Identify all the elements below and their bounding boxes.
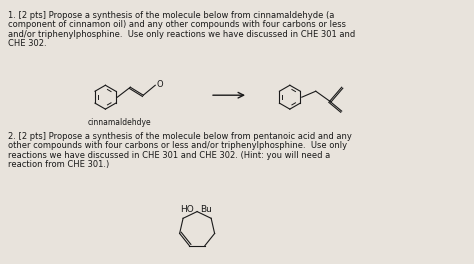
Text: cinnamaldehdye: cinnamaldehdye [87, 118, 151, 127]
Text: 2. [2 pts] Propose a synthesis of the molecule below from pentanoic acid and any: 2. [2 pts] Propose a synthesis of the mo… [8, 132, 352, 141]
Text: O: O [156, 80, 163, 89]
Text: HO: HO [180, 205, 194, 214]
Text: reaction from CHE 301.): reaction from CHE 301.) [8, 160, 109, 169]
Text: other compounds with four carbons or less and/or triphenylphosphine.  Use only: other compounds with four carbons or les… [8, 142, 347, 150]
Text: and/or triphenylphosphine.  Use only reactions we have discussed in CHE 301 and: and/or triphenylphosphine. Use only reac… [8, 30, 355, 39]
Text: Bu: Bu [200, 205, 212, 214]
Text: 1. [2 pts] Propose a synthesis of the molecule below from cinnamaldehyde (a: 1. [2 pts] Propose a synthesis of the mo… [8, 11, 334, 20]
Text: reactions we have discussed in CHE 301 and CHE 302. (Hint: you will need a: reactions we have discussed in CHE 301 a… [8, 151, 330, 160]
Text: component of cinnamon oil) and any other compounds with four carbons or less: component of cinnamon oil) and any other… [8, 20, 346, 29]
Text: CHE 302.: CHE 302. [8, 39, 46, 48]
